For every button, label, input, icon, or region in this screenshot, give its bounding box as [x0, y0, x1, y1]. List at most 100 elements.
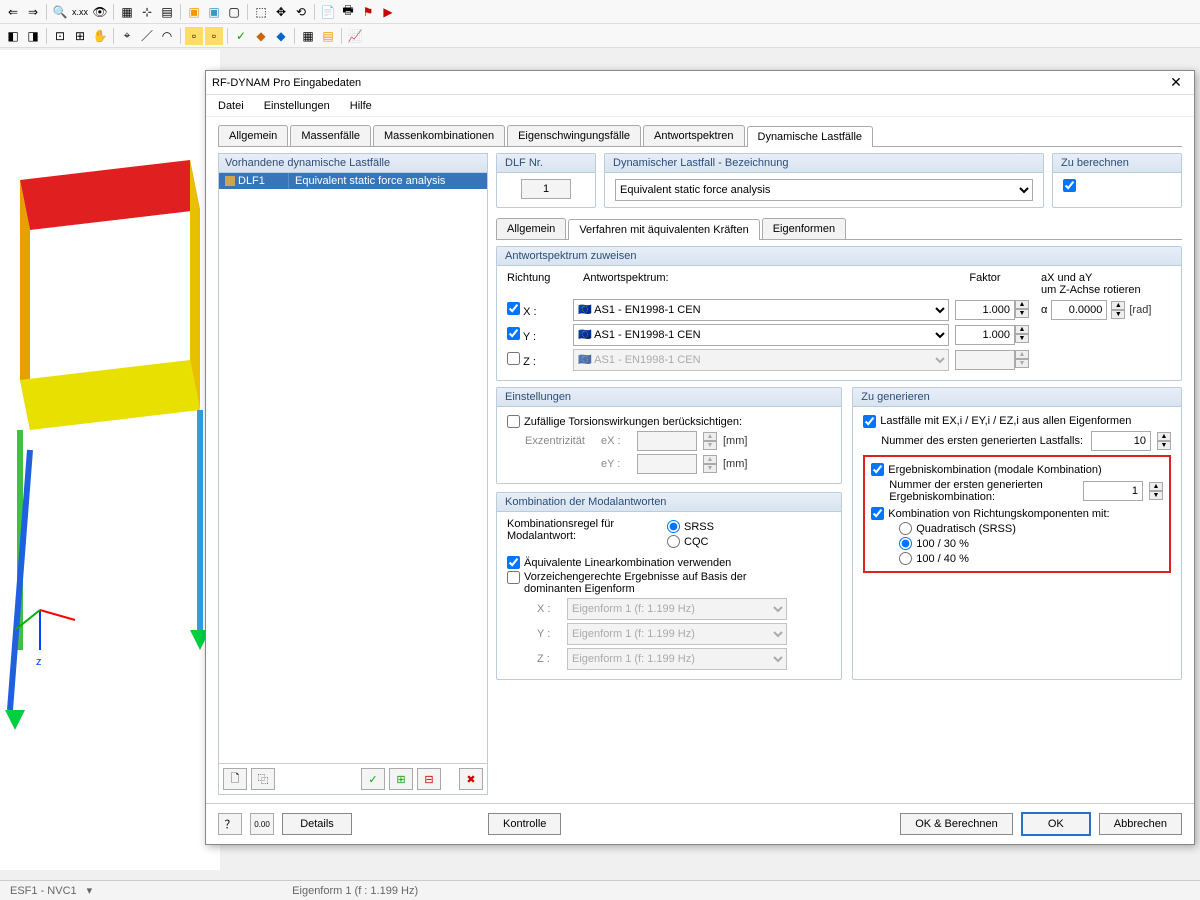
details-button[interactable]: Details: [282, 813, 352, 835]
tb-cube-icon[interactable]: ◧: [4, 27, 22, 45]
tb-print-icon[interactable]: 🖶: [339, 3, 357, 21]
tb-shade-icon[interactable]: ▣: [205, 3, 223, 21]
srss-radio[interactable]: [667, 520, 680, 533]
ok-button[interactable]: OK: [1021, 812, 1091, 836]
factor-y-input[interactable]: [955, 325, 1015, 345]
dircomb-checkbox[interactable]: [871, 507, 884, 520]
p10040-label: 100 / 40 %: [916, 553, 969, 565]
tb-report-icon[interactable]: ▤: [319, 27, 337, 45]
tb-grid-icon[interactable]: ▦: [118, 3, 136, 21]
cqc-radio[interactable]: [667, 535, 680, 548]
tb-select-icon[interactable]: ⬚: [252, 3, 270, 21]
tocompute-checkbox[interactable]: [1063, 179, 1076, 192]
menu-help[interactable]: Hilfe: [346, 98, 376, 114]
firstrc-spin[interactable]: ▲▼: [1149, 482, 1163, 500]
factor-x-input[interactable]: [955, 300, 1015, 320]
tb-yellow1-icon[interactable]: ▫: [185, 27, 203, 45]
firstrc-input[interactable]: [1083, 481, 1143, 501]
tb-help-icon[interactable]: ▶: [379, 3, 397, 21]
tb-arc-icon[interactable]: ◠: [158, 27, 176, 45]
equivlin-checkbox[interactable]: [507, 556, 520, 569]
quad-radio[interactable]: [899, 522, 912, 535]
firstlc-spin[interactable]: ▲▼: [1157, 432, 1171, 450]
dlf-list[interactable]: DLF1 Equivalent static force analysis: [219, 173, 487, 763]
tb-move-icon[interactable]: ✥: [272, 3, 290, 21]
tab-dynloadcases[interactable]: Dynamische Lastfälle: [747, 126, 874, 147]
tb-chart-icon[interactable]: 📈: [346, 27, 364, 45]
tb-zoomall-icon[interactable]: ⊞: [71, 27, 89, 45]
subtab-eigen[interactable]: Eigenformen: [762, 218, 846, 239]
tb-cube2-icon[interactable]: ◨: [24, 27, 42, 45]
firstlc-input[interactable]: [1091, 431, 1151, 451]
check-button[interactable]: ✓: [361, 768, 385, 790]
factor-x-spin[interactable]: ▲▼: [1015, 300, 1029, 320]
tb-layers-icon[interactable]: ▤: [158, 3, 176, 21]
new-item-button[interactable]: 🗋: [223, 768, 247, 790]
signed-label: Vorzeichengerechte Ergebnisse auf Basis …: [524, 571, 784, 595]
torsion-checkbox[interactable]: [507, 415, 520, 428]
delete-button[interactable]: ✖: [459, 768, 483, 790]
modal-rule-label: Kombinationsregel für Modalantwort:: [507, 518, 647, 550]
p10040-radio[interactable]: [899, 552, 912, 565]
tab-spectra[interactable]: Antwortspektren: [643, 125, 744, 146]
tb-fwd-icon[interactable]: ⇒: [24, 3, 42, 21]
tab-eigenmodes[interactable]: Eigenschwingungsfälle: [507, 125, 641, 146]
dlfname-select[interactable]: Equivalent static force analysis: [615, 179, 1033, 201]
menu-settings[interactable]: Einstellungen: [260, 98, 334, 114]
tb-eye-icon[interactable]: 👁: [91, 3, 109, 21]
tb-pan-icon[interactable]: ✋: [91, 27, 109, 45]
close-icon[interactable]: ✕: [1164, 73, 1188, 93]
checkall-button[interactable]: ⊞: [389, 768, 413, 790]
dlf-color-swatch: [225, 176, 235, 186]
check-button-footer[interactable]: Kontrolle: [488, 813, 561, 835]
tb-zoomwin-icon[interactable]: ⊡: [51, 27, 69, 45]
dir-x-checkbox[interactable]: [507, 302, 520, 315]
ok-calc-button[interactable]: OK & Berechnen: [900, 813, 1013, 835]
titlebar[interactable]: RF-DYNAM Pro Eingabedaten ✕: [206, 71, 1194, 95]
tb-flag-icon[interactable]: ⚑: [359, 3, 377, 21]
tb-res3-icon[interactable]: ◆: [272, 27, 290, 45]
gen-lc-checkbox[interactable]: [863, 415, 876, 428]
help-icon[interactable]: ？: [218, 813, 242, 835]
units-icon[interactable]: 0.00: [250, 813, 274, 835]
ex-unit: [mm]: [723, 435, 747, 447]
cancel-button[interactable]: Abbrechen: [1099, 813, 1182, 835]
tb-yellow2-icon[interactable]: ▫: [205, 27, 223, 45]
p10030-radio[interactable]: [899, 537, 912, 550]
alpha-input[interactable]: [1051, 300, 1107, 320]
viewport-3d: z: [0, 50, 220, 870]
dir-y-checkbox[interactable]: [507, 327, 520, 340]
tb-snap-icon[interactable]: ⌖: [118, 27, 136, 45]
tb-res1-icon[interactable]: ✓: [232, 27, 250, 45]
factor-y-spin[interactable]: ▲▼: [1015, 325, 1029, 345]
signed-checkbox[interactable]: [507, 571, 520, 584]
dir-x-label: X :: [523, 306, 536, 318]
group-generate: Zu generieren Lastfälle mit EX,i / EY,i …: [852, 387, 1182, 680]
tb-rotate-icon[interactable]: ⟲: [292, 3, 310, 21]
tb-back-icon[interactable]: ⇐: [4, 3, 22, 21]
tb-res2-icon[interactable]: ◆: [252, 27, 270, 45]
tab-masscases[interactable]: Massenfälle: [290, 125, 371, 146]
uncheck-button[interactable]: ⊟: [417, 768, 441, 790]
tb-zoom-icon[interactable]: 🔍: [51, 3, 69, 21]
tab-general[interactable]: Allgemein: [218, 125, 288, 146]
tb-doc-icon[interactable]: 📄: [319, 3, 337, 21]
tb-wire-icon[interactable]: ▢: [225, 3, 243, 21]
tb-measure-icon[interactable]: x.xx: [71, 3, 89, 21]
dlf-list-row[interactable]: DLF1 Equivalent static force analysis: [219, 173, 487, 189]
spectrum-y-select[interactable]: 🇪🇺 AS1 - EN1998-1 CEN: [573, 324, 949, 346]
tab-masscombos[interactable]: Massenkombinationen: [373, 125, 505, 146]
tb-table-icon[interactable]: ▦: [299, 27, 317, 45]
copy-item-button[interactable]: ⿻: [251, 768, 275, 790]
tb-line-icon[interactable]: ／: [138, 27, 156, 45]
spectrum-x-select[interactable]: 🇪🇺 AS1 - EN1998-1 CEN: [573, 299, 949, 321]
subtab-equiv[interactable]: Verfahren mit äquivalenten Kräften: [568, 219, 759, 240]
ey-unit: [mm]: [723, 458, 747, 470]
dir-z-checkbox[interactable]: [507, 352, 520, 365]
gen-rc-checkbox[interactable]: [871, 463, 884, 476]
alpha-spin[interactable]: ▲▼: [1111, 301, 1125, 319]
tb-render-icon[interactable]: ▣: [185, 3, 203, 21]
tb-axes-icon[interactable]: ⊹: [138, 3, 156, 21]
subtab-general[interactable]: Allgemein: [496, 218, 566, 239]
menu-file[interactable]: Datei: [214, 98, 248, 114]
